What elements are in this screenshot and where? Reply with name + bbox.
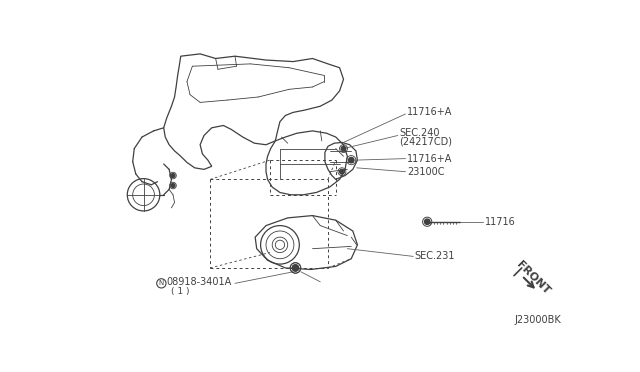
Text: ( 1 ): ( 1 ) bbox=[172, 286, 190, 295]
Circle shape bbox=[341, 146, 346, 151]
Circle shape bbox=[292, 265, 298, 271]
Text: SEC.240: SEC.240 bbox=[399, 128, 440, 138]
Circle shape bbox=[171, 174, 175, 177]
Text: (24217CD): (24217CD) bbox=[399, 137, 452, 147]
Text: J23000BK: J23000BK bbox=[514, 315, 561, 325]
Text: FRONT: FRONT bbox=[515, 259, 552, 296]
Text: 11716+A: 11716+A bbox=[407, 154, 452, 164]
Circle shape bbox=[424, 219, 430, 224]
Circle shape bbox=[340, 169, 344, 174]
Text: 11716+A: 11716+A bbox=[407, 108, 452, 118]
Circle shape bbox=[292, 265, 298, 271]
Circle shape bbox=[171, 184, 175, 187]
Text: 08918-3401A: 08918-3401A bbox=[167, 277, 232, 287]
Text: 23100C: 23100C bbox=[407, 167, 445, 177]
Text: SEC.231: SEC.231 bbox=[415, 251, 455, 262]
Circle shape bbox=[349, 157, 354, 163]
Text: 11716: 11716 bbox=[484, 217, 515, 227]
Text: N: N bbox=[158, 280, 163, 286]
